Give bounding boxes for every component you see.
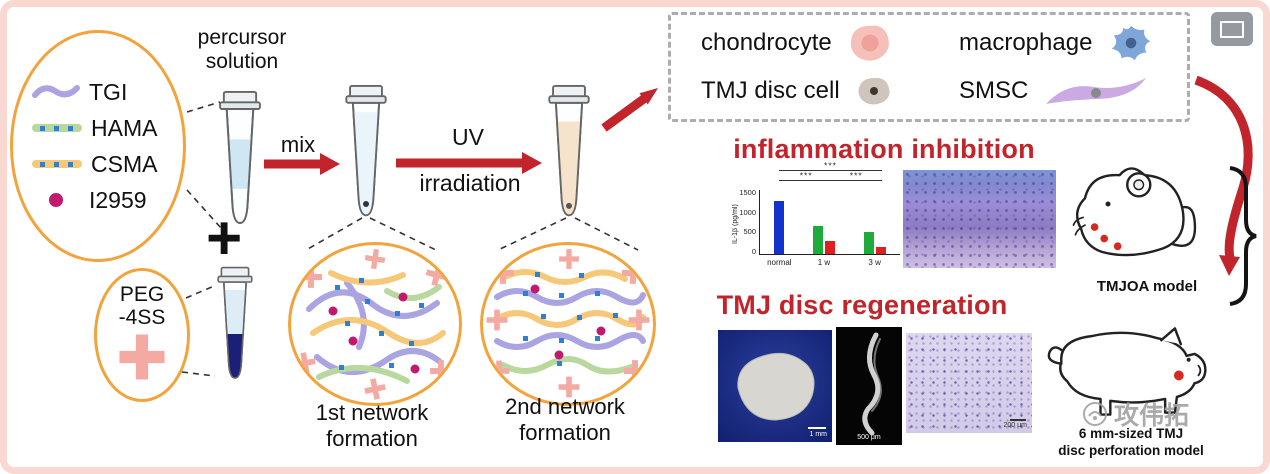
disc-photo-graphic bbox=[718, 330, 832, 442]
csma-polymer-bar-icon bbox=[31, 155, 83, 173]
chart-group: 3 w bbox=[863, 190, 886, 267]
chart-bar bbox=[875, 246, 886, 254]
material-row-tgi: TGI bbox=[31, 79, 171, 106]
chondrocyte-cell-icon bbox=[850, 25, 889, 61]
fluorescence-image: 500 μm bbox=[836, 327, 902, 445]
second-network-oval bbox=[480, 242, 656, 406]
smsc-cell-icon bbox=[1046, 78, 1147, 104]
material-row-i2959: I2959 bbox=[31, 187, 171, 214]
chart-y-tick-label: 1500 bbox=[739, 188, 756, 197]
material-row-hama: HAMA bbox=[31, 115, 171, 142]
chart-x-tick-label: 1 w bbox=[817, 258, 831, 267]
regeneration-section-title: TMJ disc regeneration bbox=[716, 290, 1008, 320]
first-network-oval bbox=[288, 242, 462, 406]
material-row-csma: CSMA bbox=[31, 151, 171, 178]
significance-bracket: *** bbox=[779, 171, 834, 181]
curly-brace-icon bbox=[1229, 166, 1257, 306]
mini-chart-yticks: 1500 1000 500 0 bbox=[739, 188, 759, 256]
chart-y-tick-label: 500 bbox=[743, 227, 756, 237]
significance-bracket: *** bbox=[779, 161, 882, 171]
macrophage-cell-icon bbox=[1112, 25, 1151, 61]
tgi-polymer-strand-icon bbox=[31, 82, 81, 102]
peg-4ss-label: PEG -4SS bbox=[118, 283, 166, 330]
chart-y-axis-label: IL-1β (pg/ml) bbox=[732, 204, 739, 244]
material-label: HAMA bbox=[91, 114, 158, 141]
chart-bar bbox=[812, 226, 823, 254]
materials-legend-oval: TGI HAMA CSMA I2959 bbox=[10, 30, 186, 262]
significance-label: *** bbox=[849, 170, 863, 181]
watermark-text: 攻伟拓 bbox=[1114, 402, 1190, 430]
significance-label: *** bbox=[824, 160, 837, 171]
curved-right-arrow-icon bbox=[1194, 75, 1253, 276]
maximize-button[interactable] bbox=[1211, 12, 1253, 46]
precursor-solution-label: percursor solution bbox=[197, 26, 287, 74]
chart-group: normal bbox=[767, 190, 792, 267]
chart-bar-cluster bbox=[863, 190, 886, 254]
legend-label: chondrocyte bbox=[701, 29, 832, 56]
legend-item-macrophage: macrophage bbox=[959, 23, 1173, 63]
legend-label: SMSC bbox=[959, 77, 1029, 104]
legend-item-smsc: SMSC bbox=[959, 74, 1173, 108]
material-label: TGI bbox=[89, 78, 128, 105]
hama-polymer-bar-icon bbox=[31, 119, 83, 137]
chart-bar bbox=[824, 241, 835, 254]
histology-image-inflammation bbox=[903, 170, 1056, 268]
pig-model-caption: 6 mm-sized TMJ disc perforation model bbox=[1058, 426, 1204, 458]
tmj-disc-cell-icon bbox=[858, 77, 890, 105]
peg-4ss-oval: PEG -4SS bbox=[94, 268, 190, 402]
first-network-structure-icon bbox=[294, 248, 452, 400]
tube-mixed-icon bbox=[345, 84, 387, 217]
peg-crosslinker-icon bbox=[119, 334, 165, 380]
significance-label: *** bbox=[799, 170, 813, 181]
fluorescence-graphic bbox=[862, 332, 882, 436]
to-legend-arrow-icon bbox=[601, 88, 658, 132]
chart-group: 1 w bbox=[812, 190, 835, 267]
chart-x-tick-label: 3 w bbox=[868, 258, 881, 267]
watermark-logo-icon bbox=[1083, 402, 1107, 426]
chart-x-tick-label: normal bbox=[767, 258, 792, 267]
legend-label: macrophage bbox=[959, 29, 1093, 56]
material-label: CSMA bbox=[91, 150, 158, 177]
second-network-label: 2nd network formation bbox=[505, 394, 625, 446]
tube-peg-icon bbox=[217, 266, 253, 379]
chart-y-tick-label: 0 bbox=[751, 246, 756, 256]
chart-bar-cluster bbox=[774, 190, 785, 254]
scale-bar bbox=[1010, 419, 1026, 421]
chart-y-tick-label: 1000 bbox=[739, 207, 756, 217]
watermark: 攻伟拓 bbox=[1082, 396, 1189, 432]
scale-bar bbox=[808, 427, 826, 429]
disc-photo-image: 1 mm bbox=[718, 330, 832, 442]
tube-hydrogel-icon bbox=[548, 84, 590, 217]
chart-bar bbox=[774, 200, 785, 254]
mini-chart-plot: normal 1 w 3 w bbox=[759, 190, 900, 267]
pig-figure bbox=[1047, 327, 1207, 416]
scale-bar-label: 500 μm bbox=[857, 434, 881, 441]
irradiation-step-label: irradiation bbox=[419, 170, 521, 196]
scale-bar-label: 200 μm bbox=[1003, 422, 1028, 429]
inflammation-section-title: inflammation inhibition bbox=[733, 134, 1035, 164]
mix-step-label: mix bbox=[280, 132, 316, 157]
chart-plot-area: *** *** *** normal 1 w 3 w bbox=[759, 161, 902, 276]
chart-bar-cluster bbox=[812, 190, 835, 254]
first-network-label: 1st network formation bbox=[315, 400, 429, 452]
legend-label: TMJ disc cell bbox=[701, 77, 840, 104]
maximize-icon bbox=[1220, 20, 1244, 38]
histology-image-regeneration: 200 μm bbox=[906, 333, 1032, 433]
tmjoa-model-caption: TMJOA model bbox=[1096, 278, 1198, 295]
plus-sign: + bbox=[206, 204, 243, 273]
material-label: I2959 bbox=[89, 186, 147, 213]
significance-bracket: *** bbox=[830, 171, 882, 181]
inflammation-bar-chart: IL-1β (pg/ml) 1500 1000 500 0 *** *** *** n… bbox=[732, 161, 902, 276]
i2959-photoinitiator-dot-icon bbox=[31, 191, 81, 209]
mouse-figure bbox=[1072, 167, 1197, 257]
tube-precursor-icon bbox=[219, 90, 261, 224]
scale-bar-label: 1 mm bbox=[809, 431, 828, 438]
legend-item-tmj-disc-cell: TMJ disc cell bbox=[701, 76, 959, 106]
uv-step-label: UV bbox=[452, 124, 484, 150]
legend-item-chondrocyte: chondrocyte bbox=[701, 24, 959, 62]
second-network-structure-icon bbox=[486, 249, 650, 398]
cell-legend-box: chondrocyte macrophage TMJ disc cell SMS… bbox=[668, 12, 1190, 122]
chart-bar bbox=[863, 231, 874, 254]
